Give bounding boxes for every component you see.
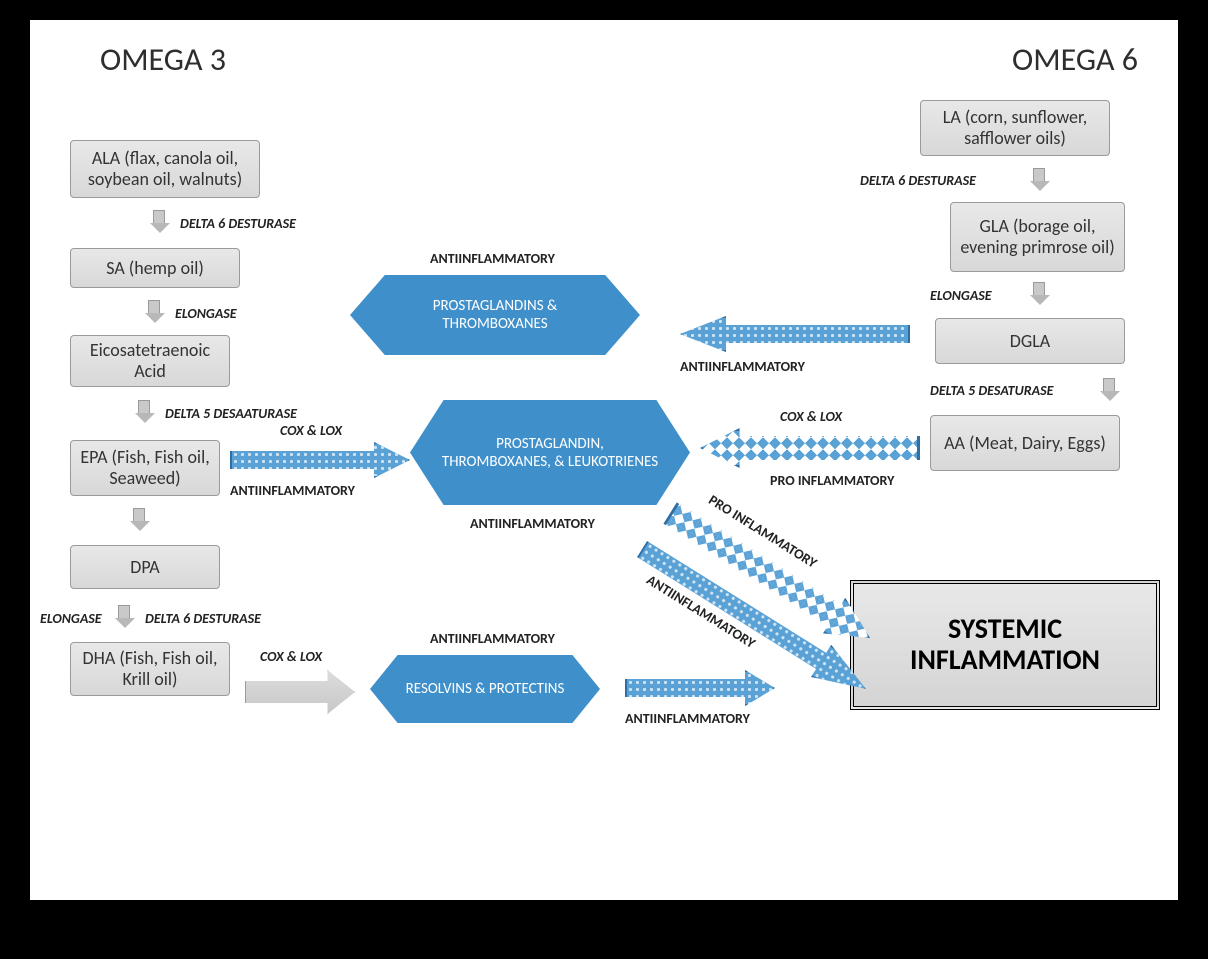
diagram-canvas: OMEGA 3 OMEGA 6 ALA (flax, canola oil, s… bbox=[30, 20, 1178, 900]
arrow-ala-sa bbox=[150, 210, 168, 232]
arrow-dpa-dha bbox=[115, 605, 133, 627]
arrow-rp-to-systemic bbox=[625, 670, 775, 706]
enzyme-d6-3: DELTA 6 DESTURASE bbox=[860, 172, 976, 189]
node-dgla: DGLA bbox=[935, 318, 1125, 364]
node-systemic-inflammation: SYSTEMIC INFLAMMATION bbox=[850, 580, 1160, 710]
arrow-dgla-aa bbox=[1100, 378, 1118, 400]
hex-ptl: PROSTAGLANDIN, THROMBOXANES, & LEUKOTRIE… bbox=[410, 400, 690, 505]
label-anti-pt-top: ANTIINFLAMMATORY bbox=[430, 250, 555, 267]
arrow-gla-dgla bbox=[1030, 282, 1048, 304]
arrow-sa-eta bbox=[145, 300, 163, 322]
label-pro-aa: PRO INFLAMMATORY bbox=[770, 472, 894, 489]
enzyme-d5a: DELTA 5 DESAATURASE bbox=[165, 405, 297, 422]
enzyme-d6-2: DELTA 6 DESTURASE bbox=[145, 610, 261, 627]
label-anti-epa: ANTIINFLAMMATORY bbox=[230, 482, 355, 499]
label-anti-dgla: ANTIINFLAMMATORY bbox=[680, 358, 805, 375]
node-sa: SA (hemp oil) bbox=[70, 248, 240, 288]
title-omega3: OMEGA 3 bbox=[100, 40, 226, 79]
enzyme-elong-2: ELONGASE bbox=[40, 610, 102, 627]
node-epa: EPA (Fish, Fish oil, Seaweed) bbox=[70, 440, 220, 496]
node-aa: AA (Meat, Dairy, Eggs) bbox=[930, 415, 1120, 471]
arrow-la-gla bbox=[1030, 168, 1048, 190]
enzyme-elong-3: ELONGASE bbox=[930, 287, 992, 304]
node-ala: ALA (flax, canola oil, soybean oil, waln… bbox=[70, 140, 260, 198]
node-dpa: DPA bbox=[70, 545, 220, 589]
enzyme-d6-1: DELTA 6 DESTURASE bbox=[180, 215, 296, 232]
enzyme-coxlox-3: COX & LOX bbox=[260, 648, 322, 665]
arrow-epa-to-ptl bbox=[230, 442, 410, 478]
hex-rp: RESOLVINS & PROTECTINS bbox=[370, 655, 600, 723]
node-gla: GLA (borage oil, evening primrose oil) bbox=[950, 202, 1125, 272]
arrow-aa-to-ptl bbox=[700, 428, 920, 468]
arrow-dgla-to-pt bbox=[680, 316, 910, 352]
label-anti-ptl-bottom: ANTIINFLAMMATORY bbox=[470, 515, 595, 532]
node-dha: DHA (Fish, Fish oil, Krill oil) bbox=[70, 642, 230, 696]
arrow-epa-dpa bbox=[130, 508, 148, 530]
enzyme-coxlox-2: COX & LOX bbox=[780, 408, 842, 425]
enzyme-elong-1: ELONGASE bbox=[175, 305, 237, 322]
label-anti-rp: ANTIINFLAMMATORY bbox=[625, 710, 750, 727]
enzyme-d5: DELTA 5 DESATURASE bbox=[930, 382, 1053, 399]
enzyme-coxlox-1: COX & LOX bbox=[280, 422, 342, 439]
arrow-eta-epa bbox=[135, 400, 153, 422]
label-anti-rp-top: ANTIINFLAMMATORY bbox=[430, 630, 555, 647]
arrow-dha-to-rp bbox=[245, 670, 355, 714]
node-la: LA (corn, sunflower, safflower oils) bbox=[920, 100, 1110, 156]
title-omega6: OMEGA 6 bbox=[1012, 40, 1138, 79]
hex-pt: PROSTAGLANDINS & THROMBOXANES bbox=[350, 275, 640, 355]
node-eta: Eicosatetraenoic Acid bbox=[70, 335, 230, 387]
